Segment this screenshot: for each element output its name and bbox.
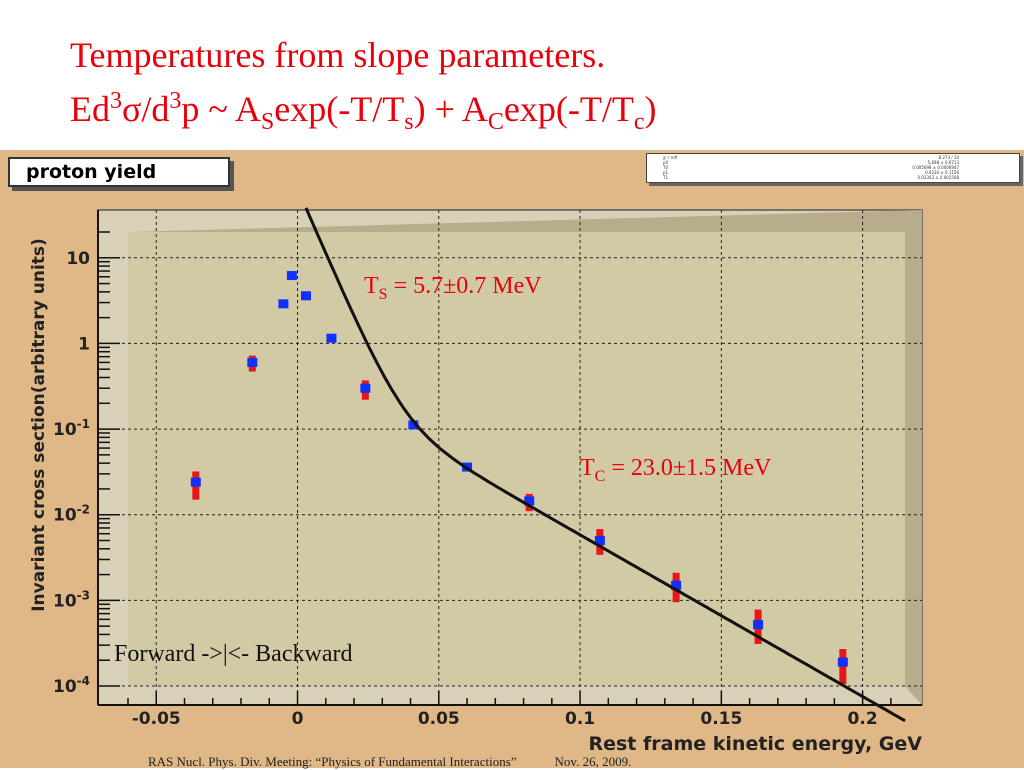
stats-key: T0: [663, 165, 668, 170]
formula-part: ): [644, 89, 657, 129]
x-tick-label: 0.1: [565, 709, 595, 729]
data-point: [524, 496, 535, 506]
slide-title-line1: Temperatures from slope parameters.: [70, 35, 606, 75]
x-axis-label: Rest frame kinetic energy, GeV: [588, 733, 922, 755]
stats-key: T1: [663, 175, 668, 180]
data-point: [247, 357, 258, 367]
formula-part: exp(-T/T: [274, 89, 405, 129]
footer-date: Nov. 26, 2009.: [554, 754, 632, 769]
data-point: [594, 535, 605, 545]
formula-part: Ed: [70, 89, 110, 129]
y-tick-label: 10-2: [53, 503, 90, 526]
ts-annotation: TS = 5.7±0.7 MeV: [364, 273, 542, 303]
y-tick-label: 10-4: [53, 674, 90, 697]
stats-value: 5.698 ± 0.6713: [927, 160, 959, 165]
data-point: [837, 657, 848, 667]
y-tick-label: 10: [66, 249, 90, 269]
x-tick-label: 0.2: [848, 709, 878, 729]
stats-row: T0 0.005698 ± 0.0006947: [647, 165, 1019, 170]
stats-key: χ² / ndf: [663, 155, 678, 160]
stats-row: T1 0.02303 ± 0.001508: [647, 175, 1019, 180]
stats-value: 0.4234 ± 0.1156: [925, 170, 959, 175]
slide-footer: RAS Nucl. Phys. Div. Meeting: “Physics o…: [148, 754, 631, 770]
data-point: [671, 580, 682, 590]
y-axis-label: Invariant cross section(arbitrary units): [29, 238, 49, 612]
stats-value: 0.02303 ± 0.001508: [917, 175, 959, 180]
data-point: [301, 291, 312, 301]
formula-part: 3: [110, 88, 122, 114]
histogram-title: proton yield: [26, 161, 157, 183]
footer-conference: RAS Nucl. Phys. Div. Meeting: “Physics o…: [148, 754, 517, 769]
stats-key: p0: [663, 160, 669, 165]
data-point: [753, 620, 764, 630]
stats-row: p0 5.698 ± 0.6713: [647, 160, 1019, 165]
formula-part: exp(-T/T: [503, 89, 634, 129]
x-tick-label: 0.15: [700, 709, 742, 729]
formula-part: C: [487, 109, 504, 136]
formula-part: 3: [169, 88, 182, 114]
stats-box: χ² / ndf 8.273 / 10 p0 5.698 ± 0.6713 T0 0.…: [646, 153, 1020, 183]
fit-curve: [304, 207, 906, 723]
formula-part: p ~ A: [181, 89, 261, 129]
formula-part: c: [633, 109, 645, 136]
tc-annotation: TC = 23.0±1.5 MeV: [580, 455, 772, 485]
direction-annotation: Forward ->|<- Backward: [114, 641, 352, 667]
data-point: [326, 333, 337, 343]
y-tick-label: 1: [78, 334, 90, 354]
y-tick-label: 10-1: [53, 417, 90, 440]
formula-part: σ/d: [122, 89, 170, 129]
slide-title-formula: Ed3σ/d3p ~ ASexp(-T/Ts) + ACexp(-T/Tc): [70, 89, 656, 134]
histogram-title-box: proton yield: [8, 157, 230, 187]
formula-part: ) + A: [413, 89, 488, 129]
y-tick-label: 10-3: [53, 588, 90, 611]
data-point: [286, 271, 297, 281]
formula-part: s: [404, 109, 414, 136]
data-point: [360, 383, 371, 393]
stats-row: χ² / ndf 8.273 / 10: [647, 155, 1019, 160]
data-point: [278, 299, 289, 309]
data-point: [408, 420, 419, 430]
formula-part: S: [260, 109, 275, 136]
x-tick-label: -0.05: [132, 709, 181, 729]
x-tick-label: 0: [292, 709, 304, 729]
data-point: [190, 477, 201, 487]
x-tick-label: 0.05: [418, 709, 460, 729]
stats-row: p1 0.4234 ± 0.1156: [647, 170, 1019, 175]
stats-value: 8.273 / 10: [938, 155, 959, 160]
plot-area: [128, 232, 905, 686]
stats-value: 0.005698 ± 0.0006947: [912, 165, 959, 170]
stats-key: p1: [663, 170, 669, 175]
